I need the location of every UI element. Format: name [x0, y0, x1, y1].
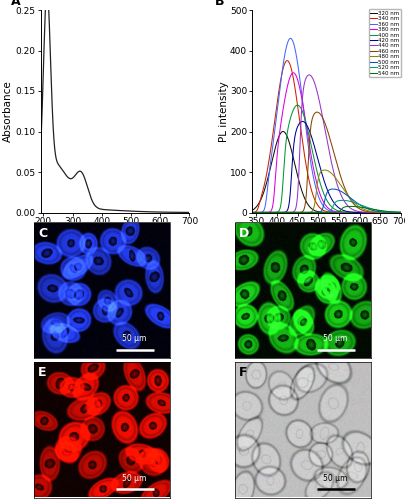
Text: E: E [38, 366, 47, 379]
Text: 50 μm: 50 μm [122, 474, 147, 482]
X-axis label: Wavelength (nm): Wavelength (nm) [281, 229, 371, 239]
Y-axis label: PL intensity: PL intensity [219, 81, 228, 142]
Text: F: F [239, 366, 247, 379]
Text: D: D [239, 226, 249, 239]
Text: B: B [215, 0, 224, 8]
Text: 50 μm: 50 μm [323, 474, 348, 482]
Text: A: A [11, 0, 20, 8]
Text: 50 μm: 50 μm [323, 334, 348, 344]
Text: 50 μm: 50 μm [122, 334, 147, 344]
Text: C: C [38, 226, 47, 239]
X-axis label: Wavelength (nm): Wavelength (nm) [70, 229, 160, 239]
Legend: 320 nm, 340 nm, 360 nm, 380 nm, 400 nm, 420 nm, 440 nm, 460 nm, 480 nm, 500 nm, : 320 nm, 340 nm, 360 nm, 380 nm, 400 nm, … [369, 9, 401, 78]
Y-axis label: Absorbance: Absorbance [3, 80, 13, 142]
